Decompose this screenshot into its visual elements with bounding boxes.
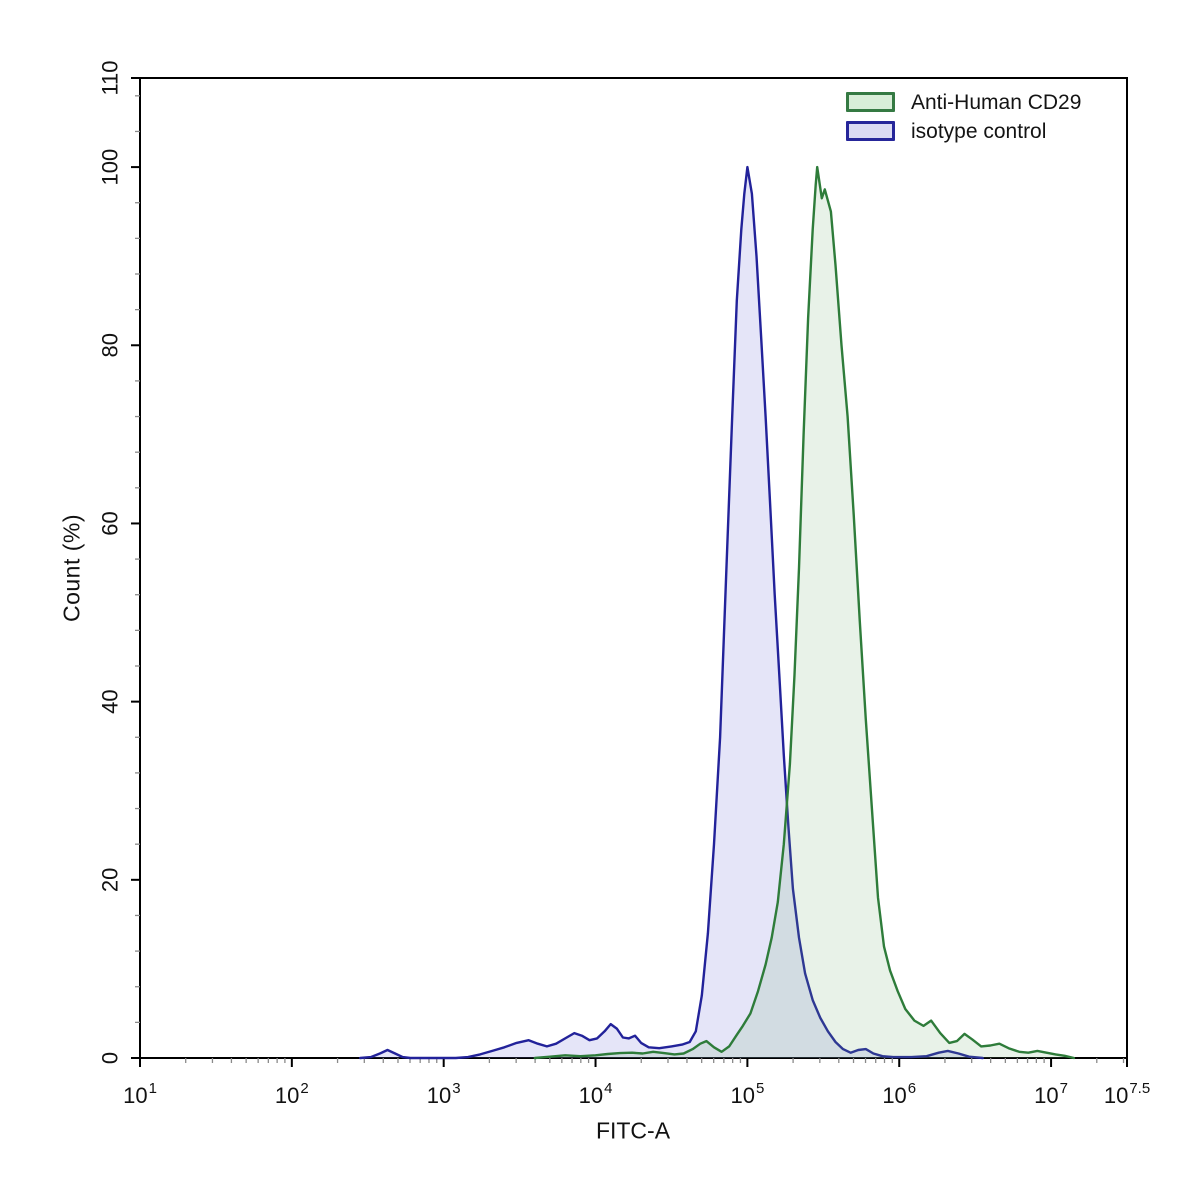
- y-tick-label: 100: [98, 149, 123, 186]
- y-tick-label: 110: [98, 60, 123, 95]
- x-tick-label: 102: [275, 1080, 309, 1108]
- legend-swatch-anti-human-cd29: [846, 92, 895, 112]
- plot-border: [139, 77, 1128, 1059]
- x-tick-label: 105: [730, 1080, 764, 1108]
- legend-swatch-isotype-control: [846, 121, 895, 141]
- x-tick-label: 107.5: [1104, 1080, 1150, 1108]
- y-axis-title: Count (%): [58, 513, 85, 623]
- y-tick-label: 0: [98, 1052, 123, 1064]
- legend: Anti-Human CD29 isotype control: [846, 88, 1081, 145]
- series-anti-human-cd29-area: [534, 167, 1074, 1059]
- legend-label-anti-human-cd29: Anti-Human CD29: [911, 90, 1082, 114]
- legend-label-isotype-control: isotype control: [911, 119, 1047, 143]
- x-tick-label: 101: [123, 1080, 157, 1108]
- legend-item-isotype-control: isotype control: [846, 117, 1081, 145]
- y-tick-label: 80: [98, 333, 123, 357]
- y-tick-label: 60: [98, 511, 123, 535]
- x-tick-label: 106: [882, 1080, 916, 1108]
- y-tick-label: 40: [98, 689, 123, 713]
- series-isotype-control-line: [359, 165, 984, 1060]
- x-axis-title: FITC-A: [595, 1117, 671, 1144]
- y-tick-label: 20: [98, 868, 123, 892]
- series-anti-human-cd29-line: [533, 165, 1076, 1060]
- x-tick-label: 103: [427, 1080, 461, 1108]
- x-tick-label: 104: [579, 1080, 613, 1108]
- x-tick-label: 107: [1034, 1080, 1068, 1108]
- legend-item-anti-human-cd29: Anti-Human CD29: [846, 88, 1081, 116]
